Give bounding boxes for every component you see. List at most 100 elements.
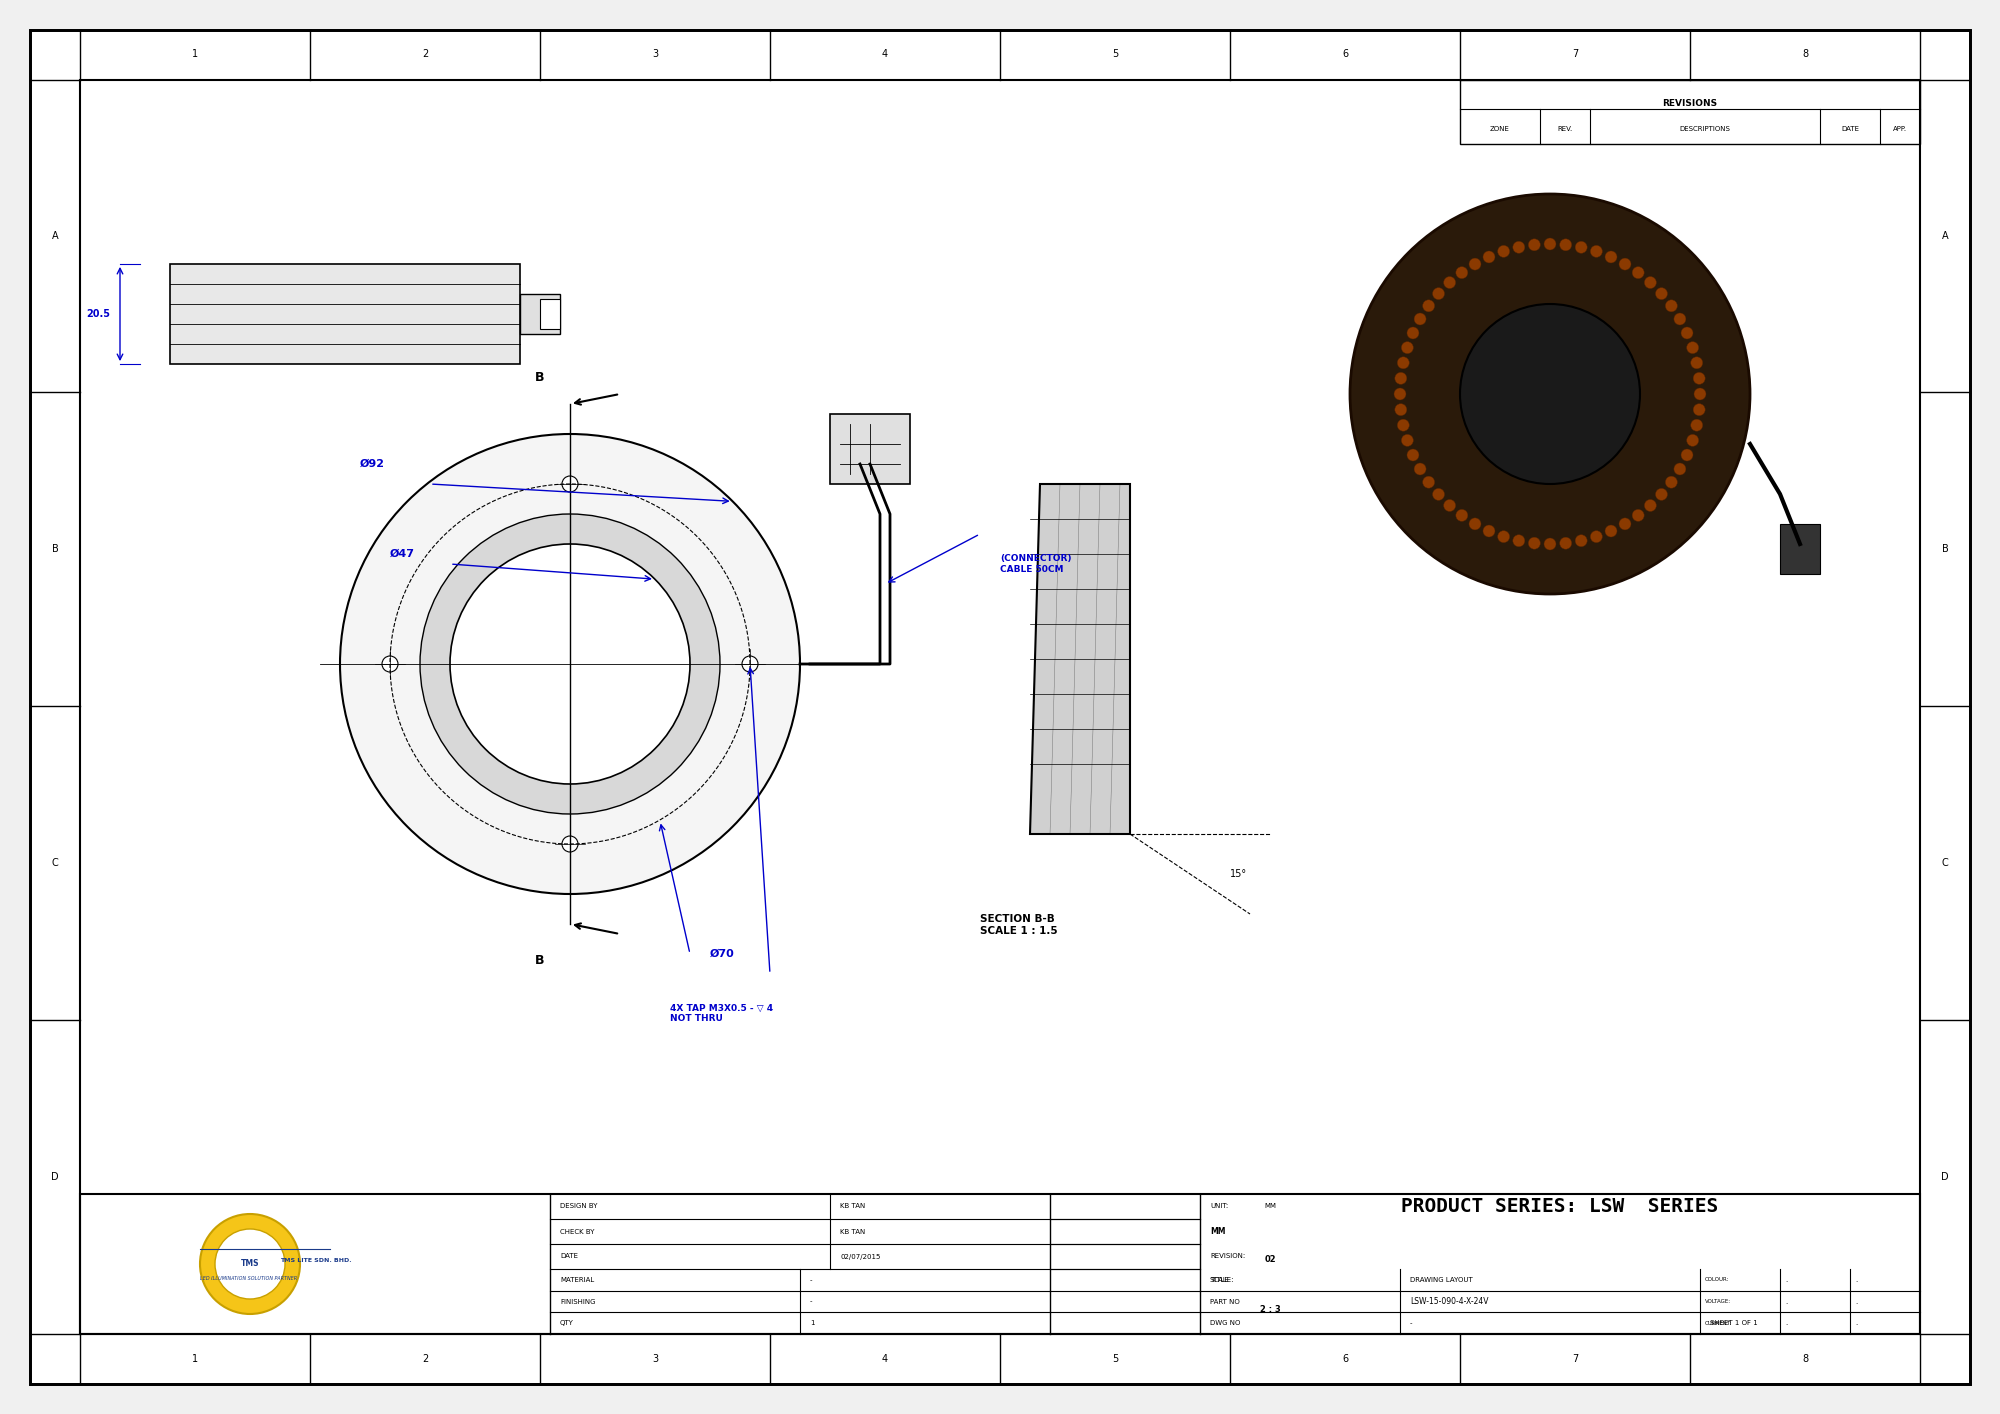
- Text: DESCRIPTIONS: DESCRIPTIONS: [1680, 126, 1730, 132]
- Circle shape: [1682, 450, 1694, 461]
- Circle shape: [1512, 242, 1524, 253]
- Text: A: A: [52, 230, 58, 240]
- Circle shape: [1432, 488, 1444, 501]
- Text: VOLTAGE:: VOLTAGE:: [1704, 1299, 1732, 1304]
- Circle shape: [1620, 259, 1632, 270]
- Text: 4X TAP M3X0.5 - ▽ 4
NOT THRU: 4X TAP M3X0.5 - ▽ 4 NOT THRU: [670, 1004, 774, 1024]
- Bar: [1780, 525, 1820, 574]
- Text: 02/07/2015: 02/07/2015: [840, 1253, 880, 1260]
- Text: DATE: DATE: [1840, 126, 1860, 132]
- Text: TMS: TMS: [240, 1260, 260, 1268]
- Text: 20.5: 20.5: [86, 310, 110, 320]
- Circle shape: [1528, 537, 1540, 549]
- Text: 8: 8: [1802, 49, 1808, 59]
- Text: B: B: [52, 544, 58, 554]
- Circle shape: [1632, 267, 1644, 279]
- Text: 15°: 15°: [1230, 870, 1248, 880]
- Text: DESIGN BY: DESIGN BY: [560, 1203, 598, 1209]
- Circle shape: [1590, 246, 1602, 257]
- Circle shape: [1422, 477, 1434, 488]
- Text: ZONE: ZONE: [1490, 126, 1510, 132]
- Circle shape: [1674, 462, 1686, 475]
- Circle shape: [1632, 509, 1644, 522]
- Text: UNIT:: UNIT:: [1210, 1203, 1228, 1209]
- Text: SHEET 1 OF 1: SHEET 1 OF 1: [1710, 1321, 1758, 1326]
- Circle shape: [1406, 450, 1418, 461]
- Text: Ø70: Ø70: [710, 949, 734, 959]
- Circle shape: [1460, 304, 1640, 484]
- Circle shape: [1620, 518, 1632, 530]
- Circle shape: [1576, 534, 1588, 547]
- Circle shape: [1590, 530, 1602, 543]
- Circle shape: [1644, 499, 1656, 512]
- Text: 02: 02: [1264, 1256, 1276, 1264]
- Circle shape: [1674, 312, 1686, 325]
- Text: Ø47: Ø47: [390, 549, 416, 559]
- Circle shape: [1694, 403, 1706, 416]
- Text: SECTION B-B
SCALE 1 : 1.5: SECTION B-B SCALE 1 : 1.5: [980, 913, 1058, 936]
- Text: .: .: [1786, 1298, 1788, 1305]
- Text: 1: 1: [810, 1321, 814, 1326]
- Text: APP.: APP.: [1892, 126, 1908, 132]
- Circle shape: [1544, 537, 1556, 550]
- Circle shape: [1468, 518, 1480, 530]
- Text: -: -: [1410, 1321, 1412, 1326]
- Circle shape: [1644, 277, 1656, 288]
- Text: DRAWING LAYOUT: DRAWING LAYOUT: [1410, 1277, 1472, 1282]
- Bar: [830, 414, 910, 484]
- Circle shape: [1498, 246, 1510, 257]
- Circle shape: [420, 515, 720, 814]
- Circle shape: [1656, 287, 1668, 300]
- Circle shape: [1482, 250, 1494, 263]
- Text: -: -: [810, 1277, 812, 1282]
- Circle shape: [562, 477, 578, 492]
- Text: 2: 2: [422, 1355, 428, 1365]
- Text: FINISHING: FINISHING: [560, 1298, 596, 1305]
- Text: QTY: QTY: [560, 1321, 574, 1326]
- Circle shape: [1686, 342, 1698, 354]
- Text: .: .: [1786, 1321, 1788, 1326]
- Circle shape: [1560, 537, 1572, 549]
- Circle shape: [1394, 387, 1406, 400]
- Circle shape: [1414, 462, 1426, 475]
- Circle shape: [1544, 238, 1556, 250]
- Text: .: .: [1786, 1277, 1788, 1282]
- Text: C: C: [1942, 858, 1948, 868]
- Text: B: B: [536, 370, 544, 385]
- Text: 3: 3: [652, 1355, 658, 1365]
- Circle shape: [1394, 372, 1406, 385]
- Text: .: .: [1856, 1298, 1858, 1305]
- Text: LED ILLUMINATION SOLUTION PARTNER: LED ILLUMINATION SOLUTION PARTNER: [200, 1277, 298, 1281]
- Circle shape: [1528, 239, 1540, 250]
- Circle shape: [1694, 372, 1706, 385]
- Circle shape: [1444, 277, 1456, 288]
- Bar: [80, 81, 1920, 1333]
- Text: 7: 7: [1572, 1355, 1578, 1365]
- Text: 4: 4: [882, 1355, 888, 1365]
- Circle shape: [1686, 434, 1698, 447]
- Text: -: -: [810, 1298, 812, 1305]
- Text: PRODUCT SERIES: LSW  SERIES: PRODUCT SERIES: LSW SERIES: [1402, 1198, 1718, 1216]
- Text: 2 : 3: 2 : 3: [1260, 1305, 1280, 1314]
- Text: TMS LITE SDN. BHD.: TMS LITE SDN. BHD.: [280, 1258, 352, 1264]
- Text: REVISIONS: REVISIONS: [1662, 99, 1718, 109]
- Text: 3: 3: [652, 49, 658, 59]
- Text: KB TAN: KB TAN: [840, 1203, 866, 1209]
- Text: CHECK BY: CHECK BY: [560, 1229, 594, 1234]
- Circle shape: [1402, 434, 1414, 447]
- Circle shape: [1498, 530, 1510, 543]
- Circle shape: [340, 434, 800, 894]
- Circle shape: [1398, 419, 1410, 431]
- Circle shape: [562, 836, 578, 853]
- Circle shape: [1422, 300, 1434, 312]
- Text: KB TAN: KB TAN: [840, 1229, 866, 1234]
- Text: .: .: [1856, 1321, 1858, 1326]
- Circle shape: [1456, 267, 1468, 279]
- Circle shape: [1682, 327, 1694, 339]
- Circle shape: [1456, 509, 1468, 522]
- Text: B: B: [1942, 544, 1948, 554]
- Bar: [520, 294, 560, 334]
- Text: D: D: [1942, 1172, 1948, 1182]
- Circle shape: [742, 656, 758, 672]
- Circle shape: [1432, 287, 1444, 300]
